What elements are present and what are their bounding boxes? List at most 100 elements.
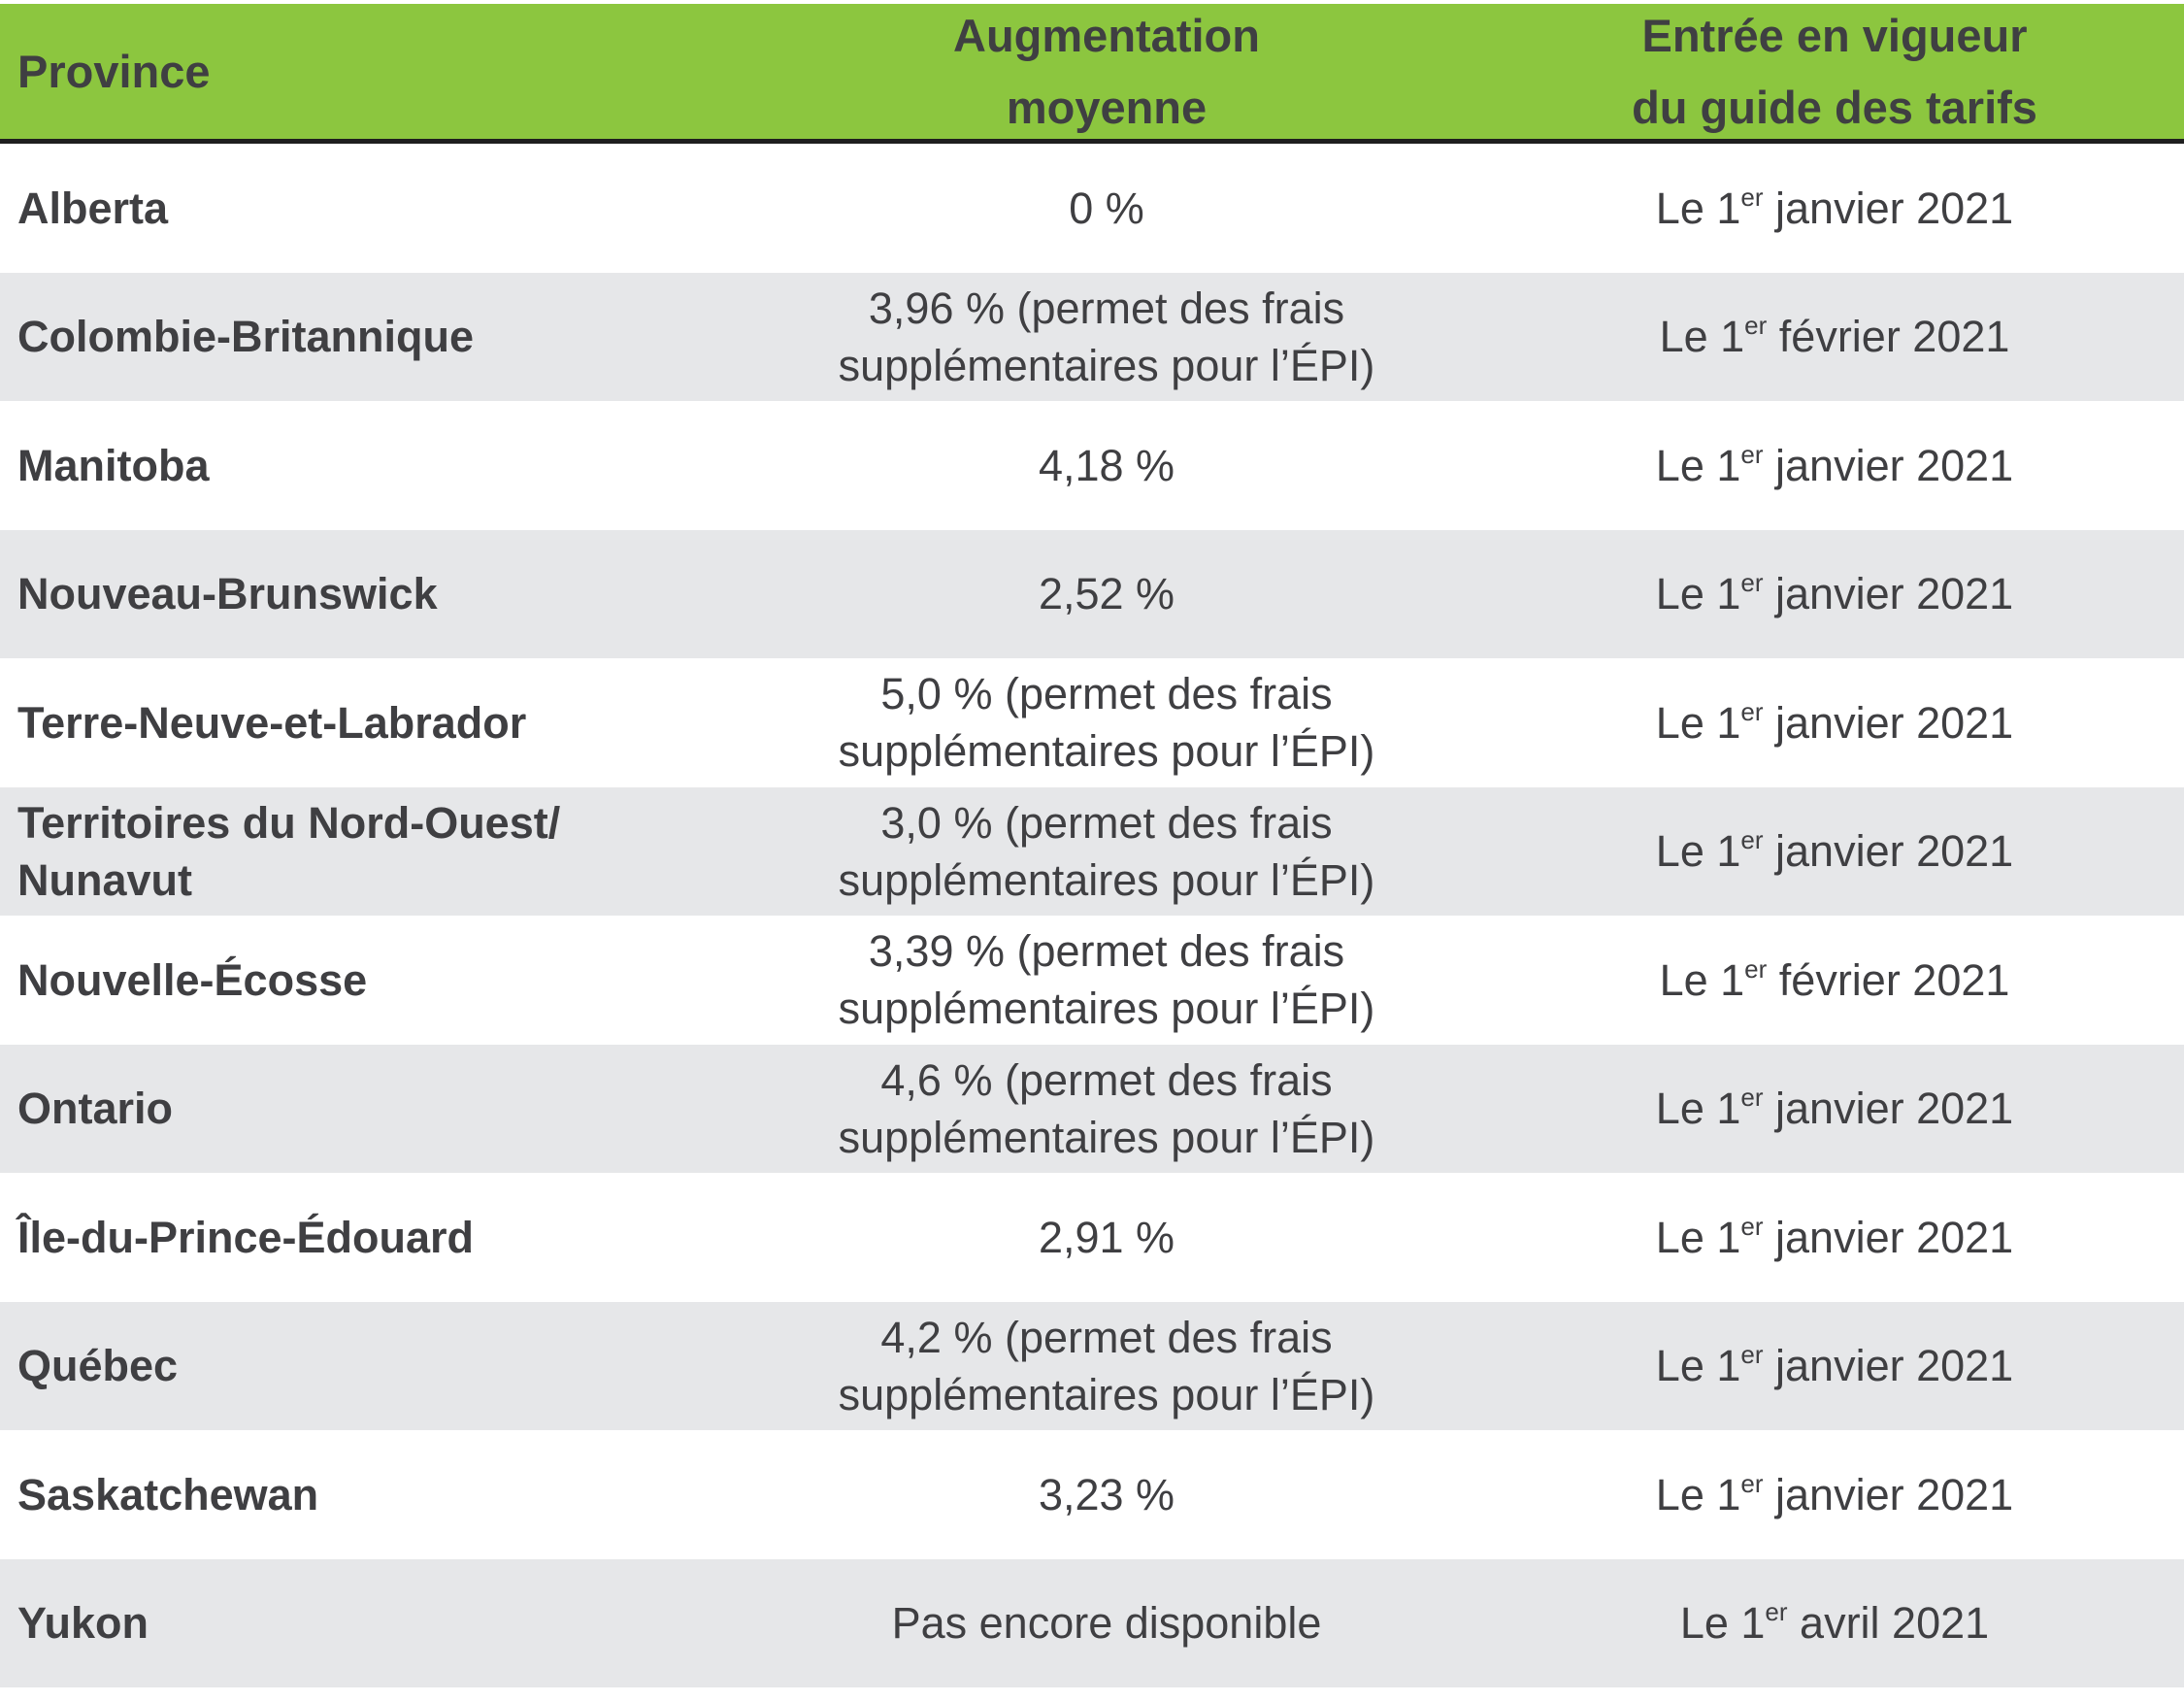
date-rest: janvier 2021	[1763, 569, 2014, 619]
province-name: Québec	[17, 1341, 179, 1391]
date-rest: janvier 2021	[1763, 1469, 2014, 1519]
province-name: Territoires du Nord-Ouest/	[17, 797, 561, 848]
header-province: Province	[17, 4, 600, 139]
province-name: Nouveau-Brunswick	[17, 569, 438, 619]
date-ordinal: er	[1740, 182, 1764, 212]
effective-date-cell: Le 1er janvier 2021	[1495, 144, 2174, 273]
province-cell: Île-du-Prince-Édouard	[17, 1173, 697, 1302]
province-cell: Colombie-Britannique	[17, 273, 697, 402]
increase-cell: 2,91 %	[718, 1173, 1495, 1302]
effective-date: Le 1er janvier 2021	[1656, 1080, 2013, 1137]
table-row: Yukon Pas encore disponible Le 1er avril…	[0, 1558, 2184, 1688]
province-name: Terre-Neuve-et-Labrador	[17, 697, 527, 748]
table-row: Île-du-Prince-Édouard 2,91 % Le 1er janv…	[0, 1173, 2184, 1302]
increase-note: supplémentaires pour l’ÉPI)	[838, 1369, 1375, 1419]
date-prefix: Le 1	[1655, 1084, 1741, 1134]
effective-date-cell: Le 1er janvier 2021	[1495, 401, 2174, 530]
increase-cell: 3,0 % (permet des frais supplémentaires …	[718, 787, 1495, 917]
effective-date: Le 1er janvier 2021	[1656, 1466, 2013, 1523]
date-prefix: Le 1	[1655, 569, 1741, 619]
effective-date-cell: Le 1er janvier 2021	[1495, 1173, 2174, 1302]
table-row: Québec 4,2 % (permet des frais supplémen…	[0, 1301, 2184, 1431]
province-cell: Terre-Neuve-et-Labrador	[17, 658, 697, 787]
effective-date-cell: Le 1er janvier 2021	[1495, 1045, 2174, 1174]
effective-date-cell: Le 1er avril 2021	[1495, 1559, 2174, 1688]
effective-date: Le 1er janvier 2021	[1656, 180, 2013, 237]
increase-note: supplémentaires pour l’ÉPI)	[838, 340, 1375, 390]
province-cell: Yukon	[17, 1559, 697, 1688]
date-rest: janvier 2021	[1763, 183, 2014, 233]
increase-value: 4,6 % (permet des frais	[880, 1054, 1333, 1105]
table-body: Alberta 0 % Le 1er janvier 2021 Colombie…	[0, 144, 2184, 1687]
date-prefix: Le 1	[1655, 826, 1741, 877]
date-rest: janvier 2021	[1763, 826, 2014, 877]
increase-value: 3,0 % (permet des frais	[880, 797, 1333, 848]
province-name: Manitoba	[17, 440, 210, 490]
date-ordinal: er	[1744, 953, 1768, 984]
effective-date-cell: Le 1er janvier 2021	[1495, 1430, 2174, 1559]
province-cell: Manitoba	[17, 401, 697, 530]
table-row: Nouveau-Brunswick 2,52 % Le 1er janvier …	[0, 529, 2184, 659]
province-cell: Alberta	[17, 144, 697, 273]
increase-value: 4,18 %	[1038, 440, 1175, 490]
date-rest: janvier 2021	[1763, 1341, 2014, 1391]
province-cell: Nouveau-Brunswick	[17, 530, 697, 659]
province-name: Yukon	[17, 1598, 149, 1649]
effective-date-cell: Le 1er février 2021	[1495, 916, 2174, 1045]
increase-value: 3,96 % (permet des frais	[868, 283, 1345, 333]
effective-date-cell: Le 1er février 2021	[1495, 273, 2174, 402]
effective-date: Le 1er janvier 2021	[1656, 1209, 2013, 1266]
date-prefix: Le 1	[1655, 1212, 1741, 1262]
effective-date: Le 1er janvier 2021	[1656, 694, 2013, 751]
increase-cell: 4,2 % (permet des frais supplémentaires …	[718, 1302, 1495, 1431]
effective-date-cell: Le 1er janvier 2021	[1495, 658, 2174, 787]
date-ordinal: er	[1740, 439, 1764, 469]
date-ordinal: er	[1744, 311, 1768, 341]
increase-cell: 2,52 %	[718, 530, 1495, 659]
date-rest: janvier 2021	[1763, 1084, 2014, 1134]
table-row: Saskatchewan 3,23 % Le 1er janvier 2021	[0, 1430, 2184, 1559]
increase-cell: 3,96 % (permet des frais supplémentaires…	[718, 273, 1495, 402]
date-rest: février 2021	[1767, 312, 2010, 362]
header-increase-line2: moyenne	[1006, 81, 1208, 133]
increase-cell: 4,18 %	[718, 401, 1495, 530]
header-province-label: Province	[17, 45, 211, 97]
date-prefix: Le 1	[1655, 697, 1741, 748]
date-ordinal: er	[1740, 568, 1764, 598]
date-ordinal: er	[1740, 1211, 1764, 1241]
effective-date: Le 1er février 2021	[1660, 308, 2010, 365]
date-ordinal: er	[1740, 825, 1764, 855]
date-prefix: Le 1	[1655, 1341, 1741, 1391]
table-header: Province Augmentation moyenne Entrée en …	[0, 4, 2184, 144]
header-increase-line1: Augmentation	[953, 9, 1260, 61]
date-prefix: Le 1	[1679, 1598, 1766, 1649]
province-name: Alberta	[17, 183, 169, 233]
table-row: Ontario 4,6 % (permet des frais suppléme…	[0, 1044, 2184, 1174]
date-ordinal: er	[1740, 696, 1764, 726]
table-row: Territoires du Nord-Ouest/ Nunavut 3,0 %…	[0, 786, 2184, 917]
effective-date-cell: Le 1er janvier 2021	[1495, 530, 2174, 659]
province-name: Île-du-Prince-Édouard	[17, 1212, 475, 1262]
date-rest: avril 2021	[1787, 1598, 1990, 1649]
increase-cell: 3,39 % (permet des frais supplémentaires…	[718, 916, 1495, 1045]
table-row: Nouvelle-Écosse 3,39 % (permet des frais…	[0, 916, 2184, 1045]
effective-date-cell: Le 1er janvier 2021	[1495, 787, 2174, 917]
province-cell: Nouvelle-Écosse	[17, 916, 697, 1045]
increase-cell: 5,0 % (permet des frais supplémentaires …	[718, 658, 1495, 787]
header-effective-line1: Entrée en vigueur	[1641, 9, 2028, 61]
date-ordinal: er	[1740, 1468, 1764, 1498]
increase-note: supplémentaires pour l’ÉPI)	[838, 854, 1375, 905]
increase-cell: 3,23 %	[718, 1430, 1495, 1559]
date-ordinal: er	[1740, 1083, 1764, 1113]
increase-note: supplémentaires pour l’ÉPI)	[838, 1112, 1375, 1162]
province-name: Saskatchewan	[17, 1469, 319, 1519]
date-rest: janvier 2021	[1763, 1212, 2014, 1262]
increase-value: 3,39 % (permet des frais	[868, 926, 1345, 977]
table-row: Alberta 0 % Le 1er janvier 2021	[0, 144, 2184, 273]
increase-cell: 4,6 % (permet des frais supplémentaires …	[718, 1045, 1495, 1174]
date-prefix: Le 1	[1655, 183, 1741, 233]
effective-date-cell: Le 1er janvier 2021	[1495, 1302, 2174, 1431]
header-effective-date: Entrée en vigueur du guide des tarifs	[1495, 4, 2174, 139]
effective-date: Le 1er janvier 2021	[1656, 822, 2013, 880]
